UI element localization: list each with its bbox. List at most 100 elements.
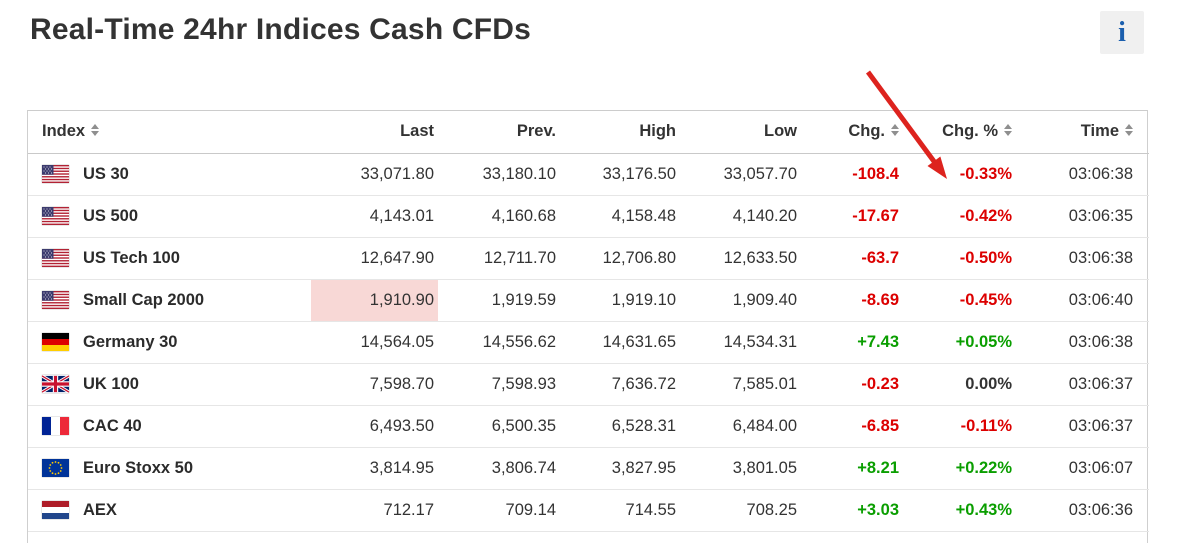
chg-value: +3.03 [857, 500, 899, 519]
chg-pct-cell: +0.05% [903, 321, 1016, 364]
time-cell: 03:06:07 [1016, 447, 1149, 490]
column-header-prev[interactable]: Prev. [438, 111, 560, 154]
prev-cell: 6,500.35 [438, 405, 560, 448]
column-header-low[interactable]: Low [680, 111, 801, 154]
column-header-label: Chg. [848, 122, 885, 141]
prev-cell: 12,711.70 [438, 237, 560, 280]
chg-pct-value: -0.42% [959, 206, 1012, 225]
time-cell: 03:06:40 [1016, 279, 1149, 322]
last-cell: 7,598.70 [311, 363, 438, 406]
prev-cell: 7,598.93 [438, 363, 560, 406]
low-cell: 3,801.05 [680, 447, 801, 490]
index-cell[interactable]: CAC 40 [28, 405, 311, 448]
chg-pct-value: +0.43% [955, 500, 1012, 519]
chg-value: +7.43 [857, 332, 899, 351]
low-cell: 33,057.70 [680, 153, 801, 196]
sort-icon [891, 124, 899, 137]
index-cell[interactable]: Germany 30 [28, 321, 311, 364]
column-header-chg_pct[interactable]: Chg. % [903, 111, 1016, 154]
high-cell: 12,706.80 [560, 237, 680, 280]
last-cell: 712.17 [311, 489, 438, 532]
last-cell: 1,910.90 [311, 279, 438, 322]
table-row: US Tech 100 12,647.90 12,711.70 12,706.80 12… [28, 237, 1149, 280]
column-header-time[interactable]: Time [1016, 111, 1149, 154]
sort-icon [1004, 124, 1012, 137]
time-cell: 03:06:38 [1016, 321, 1149, 364]
low-cell: 7,585.01 [680, 363, 801, 406]
column-header-last[interactable]: Last [311, 111, 438, 154]
index-name: CAC 40 [83, 416, 142, 435]
index-name: US 500 [83, 206, 139, 225]
info-button[interactable]: i [1100, 11, 1144, 54]
chg-pct-value: -0.33% [959, 164, 1012, 183]
last-cell: 14,564.05 [311, 321, 438, 364]
time-cell: 03:06:38 [1016, 153, 1149, 196]
chg-value: -8.69 [861, 290, 899, 309]
chg-cell: -63.7 [801, 237, 903, 280]
chg-cell: +8.21 [801, 447, 903, 490]
uk-flag-icon [42, 375, 69, 393]
last-cell: 12,647.90 [311, 237, 438, 280]
page-title: Real-Time 24hr Indices Cash CFDs [30, 13, 532, 46]
high-cell: 1,919.10 [560, 279, 680, 322]
chg-cell: -17.67 [801, 195, 903, 238]
prev-cell: 3,806.74 [438, 447, 560, 490]
column-header-chg[interactable]: Chg. [801, 111, 903, 154]
index-cell[interactable]: US Tech 100 [28, 237, 311, 280]
chg-pct-cell: 0.00% [903, 363, 1016, 406]
prev-cell: 4,160.68 [438, 195, 560, 238]
last-cell: 4,143.01 [311, 195, 438, 238]
column-header-label: Time [1080, 122, 1119, 141]
column-header-label: Last [400, 122, 434, 141]
chg-cell: -8.69 [801, 279, 903, 322]
chg-pct-cell: -0.33% [903, 153, 1016, 196]
index-cell[interactable]: Small Cap 2000 [28, 279, 311, 322]
chg-value: -63.7 [861, 248, 899, 267]
eu-flag-icon [42, 459, 69, 477]
prev-cell: 14,556.62 [438, 321, 560, 364]
chg-cell: +7.43 [801, 321, 903, 364]
chg-pct-cell: -0.50% [903, 237, 1016, 280]
table-row: Germany 30 14,564.05 14,556.62 14,631.65 14,… [28, 321, 1149, 364]
column-header-label: Chg. % [942, 122, 998, 141]
chg-cell: -6.85 [801, 405, 903, 448]
index-name: UK 100 [83, 374, 139, 393]
high-cell: 6,528.31 [560, 405, 680, 448]
index-cell[interactable]: AEX [28, 489, 311, 532]
table-row: Small Cap 2000 1,910.90 1,919.59 1,919.10 1,… [28, 279, 1149, 322]
column-header-name[interactable]: Index [28, 111, 311, 154]
index-name: Small Cap 2000 [83, 290, 205, 309]
time-cell: 03:06:37 [1016, 363, 1149, 406]
chg-pct-value: +0.05% [955, 332, 1012, 351]
prev-cell: 1,919.59 [438, 279, 560, 322]
low-cell: 4,140.20 [680, 195, 801, 238]
table-header: Index Last Prev. High Low Chg. Chg. % Time [28, 111, 1149, 154]
index-cell[interactable]: US 30 [28, 153, 311, 196]
us-flag-icon [42, 291, 69, 309]
table-row: Euro Stoxx 50 3,814.95 3,806.74 3,827.95 3,8… [28, 447, 1149, 490]
index-cell[interactable]: US 500 [28, 195, 311, 238]
chg-pct-cell: -0.42% [903, 195, 1016, 238]
index-name: AEX [83, 500, 117, 519]
germany-flag-icon [42, 333, 69, 351]
last-cell: 3,814.95 [311, 447, 438, 490]
column-header-label: Low [764, 122, 797, 141]
column-header-high[interactable]: High [560, 111, 680, 154]
chg-value: -0.23 [861, 374, 899, 393]
low-cell: 14,534.31 [680, 321, 801, 364]
chg-pct-cell: -0.45% [903, 279, 1016, 322]
column-header-label: Index [42, 122, 86, 141]
chg-pct-value: -0.45% [959, 290, 1012, 309]
us-flag-icon [42, 165, 69, 183]
info-icon: i [1118, 16, 1126, 48]
prev-cell: 709.14 [438, 489, 560, 532]
time-cell: 03:06:38 [1016, 237, 1149, 280]
prev-cell: 33,180.10 [438, 153, 560, 196]
us-flag-icon [42, 207, 69, 225]
index-cell[interactable]: Euro Stoxx 50 [28, 447, 311, 490]
sort-icon [91, 124, 100, 137]
index-cell[interactable]: UK 100 [28, 363, 311, 406]
chg-pct-cell: +0.22% [903, 447, 1016, 490]
chg-value: -108.4 [852, 164, 899, 183]
time-cell: 03:06:36 [1016, 489, 1149, 532]
